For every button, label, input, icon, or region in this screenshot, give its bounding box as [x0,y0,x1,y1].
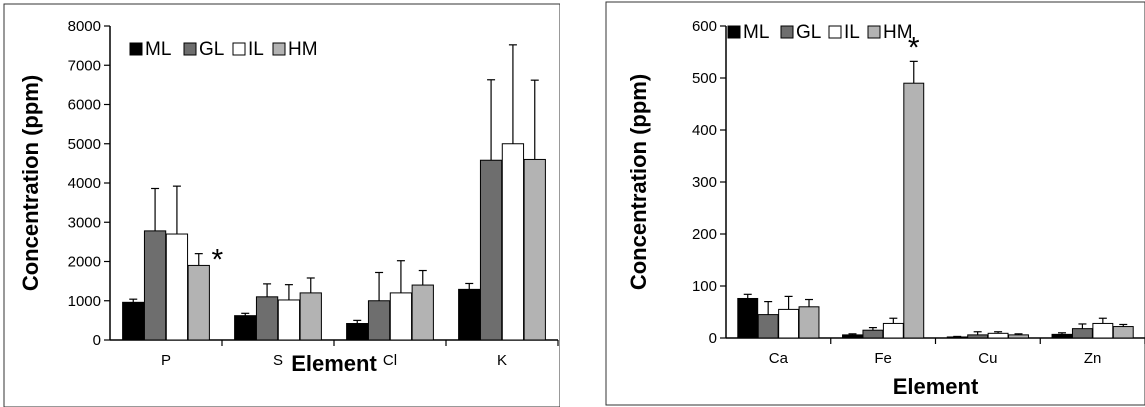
legend-swatch-gl [780,25,794,39]
legend-label-gl: GL [199,39,224,60]
x-axis-title: Element [893,374,979,399]
bar-il-zn [1092,322,1114,339]
legend-label-hm: HM [883,22,913,43]
legend-swatch-il [828,25,842,39]
y-tick-label: 7000 [68,57,101,74]
bar-hm-fe [903,82,925,339]
bar-il-fe [882,322,904,339]
bar-ml-cu [946,336,968,339]
bar-ml-zn [1051,333,1073,339]
significance-star: * [212,244,224,277]
x-tick-label: Cu [978,350,997,367]
y-tick-label: 200 [692,226,717,243]
legend-label-ml: ML [145,39,171,60]
bar-gl-zn [1071,328,1093,339]
y-tick-label: 400 [692,122,717,139]
legend-label-gl: GL [796,22,821,43]
y-tick-label: 300 [692,174,717,191]
chart-frame [605,1,1145,406]
bar-gl-fe [862,329,884,339]
y-tick-label: 0 [93,332,101,349]
y-tick-label: 2000 [68,254,101,271]
y-tick-label: 100 [692,278,717,295]
x-tick-label: Cl [383,352,397,369]
macro-element-chart: 0 1000 2000 3000 4000 5000 6000 7000 8000 P S Cl K * M… [3,3,560,407]
bar-gl-cu [967,334,989,339]
bar-hm-p [187,264,210,341]
left-chart-panel: 0 1000 2000 3000 4000 5000 6000 7000 8000 P S Cl K * M… [0,0,560,407]
bar-il-cl [389,292,413,341]
legend-swatch-ml [129,42,143,56]
bar-il-ca [778,308,800,339]
bar-gl-k [479,159,503,341]
bar-ml-s [234,315,257,341]
chart-frame [3,3,560,407]
bar-gl-ca [757,314,779,339]
y-tick-label: 600 [692,18,717,35]
bar-hm-cl [411,284,434,341]
bar-gl-p [143,230,167,341]
bar-gl-s [255,296,279,341]
bar-hm-s [299,292,322,341]
y-tick-label: 3000 [68,214,101,231]
y-tick-label: 1000 [68,293,101,310]
bar-gl-cl [367,300,391,341]
x-tick-label: Fe [874,350,892,367]
y-tick-label: 6000 [68,97,101,114]
right-chart-panel: 0 100 200 300 400 500 600 Ca Fe Cu Zn * ML GL IL HM Conc… [604,0,1145,407]
legend-label-il: IL [248,39,264,60]
significance-star: * [908,31,920,64]
y-tick-label: 4000 [68,175,101,192]
bar-il-s [277,299,301,341]
bar-hm-k [523,158,546,341]
x-tick-label: K [497,352,507,369]
y-axis-title: Concentration (ppm) [18,75,43,291]
legend-swatch-hm [272,42,286,56]
y-tick-label: 5000 [68,136,101,153]
bar-ml-ca [737,297,759,339]
bar-il-p [165,233,189,341]
x-axis-title: Element [291,351,377,376]
legend-swatch-ml [727,25,741,39]
x-tick-label: P [161,352,171,369]
bar-hm-ca [798,306,820,339]
bar-ml-k [458,288,481,341]
trace-element-chart: 0 100 200 300 400 500 600 Ca Fe Cu Zn * ML GL IL HM Conc… [605,1,1145,406]
bar-hm-zn [1112,326,1134,339]
legend-swatch-gl [183,42,197,56]
x-tick-label: Ca [769,350,789,367]
bar-il-k [501,143,525,341]
bar-ml-p [122,301,145,341]
bar-il-cu [987,332,1009,339]
legend-label-ml: ML [743,22,769,43]
bar-hm-cu [1008,334,1029,339]
y-tick-label: 0 [709,330,717,347]
y-tick-label: 8000 [68,18,101,35]
legend-label-il: IL [844,22,860,43]
y-tick-label: 500 [692,70,717,87]
x-tick-label: Zn [1084,350,1102,367]
bar-ml-cl [346,323,369,341]
legend-swatch-hm [867,25,881,39]
x-tick-label: S [273,352,283,369]
bar-ml-fe [842,334,863,339]
y-axis-title: Concentration (ppm) [626,74,651,290]
legend-label-hm: HM [288,39,318,60]
legend-swatch-il [232,42,246,56]
